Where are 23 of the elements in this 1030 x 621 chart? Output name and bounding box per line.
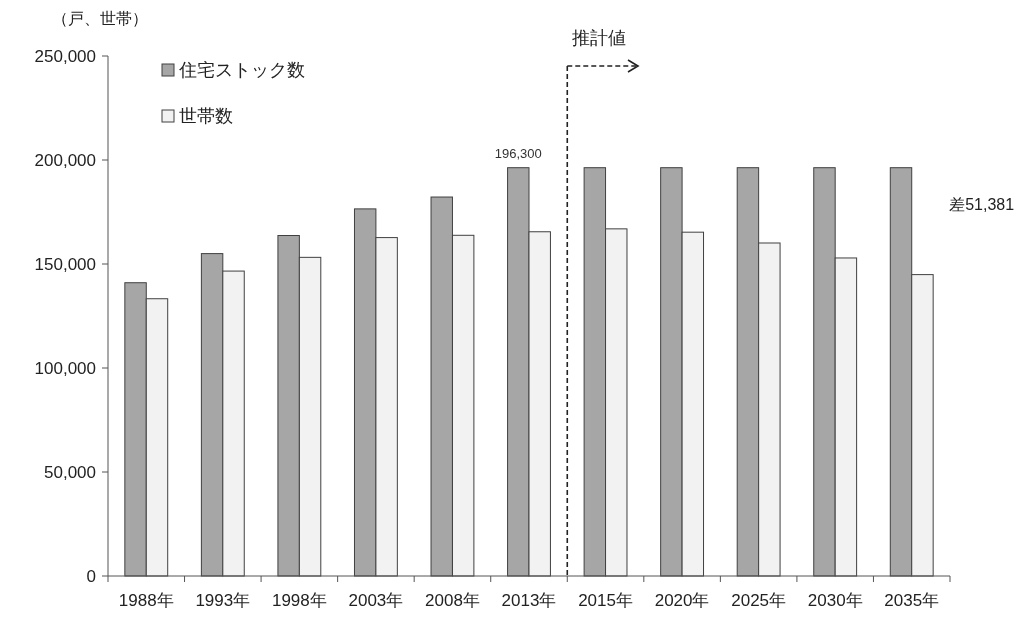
legend-label: 住宅ストック数 [178,60,305,81]
legend-label: 世帯数 [179,106,233,127]
y-tick-label: 100,000 [34,358,96,378]
x-tick-label: 2030年 [807,591,863,610]
x-tick-label: 2008年 [425,591,480,610]
x-tick-label: 1993年 [195,591,251,610]
x-tick-label: 1988年 [118,591,174,610]
y-tick-label: 250,000 [34,46,96,66]
x-tick-label: 2003年 [348,591,404,610]
x-tick-label: 2025年 [731,591,787,610]
y-tick-label: 50,000 [44,462,96,482]
x-tick-label: 2020年 [654,591,710,610]
data-label: 196,300 [494,145,542,161]
x-tick-label: 2015年 [578,591,633,610]
annotation: 差51,381 [949,195,1015,213]
y-tick-label: 200,000 [34,150,96,170]
x-tick-label: 2013年 [501,591,557,610]
x-tick-label: 2035年 [884,591,940,610]
x-tick-label: 1998年 [271,591,327,610]
y-tick-label: 0 [86,566,96,586]
text: 推計値 [572,28,627,48]
y-tick-label: 150,000 [34,254,96,274]
y-axis-title: （戸、世帯） [52,10,148,27]
